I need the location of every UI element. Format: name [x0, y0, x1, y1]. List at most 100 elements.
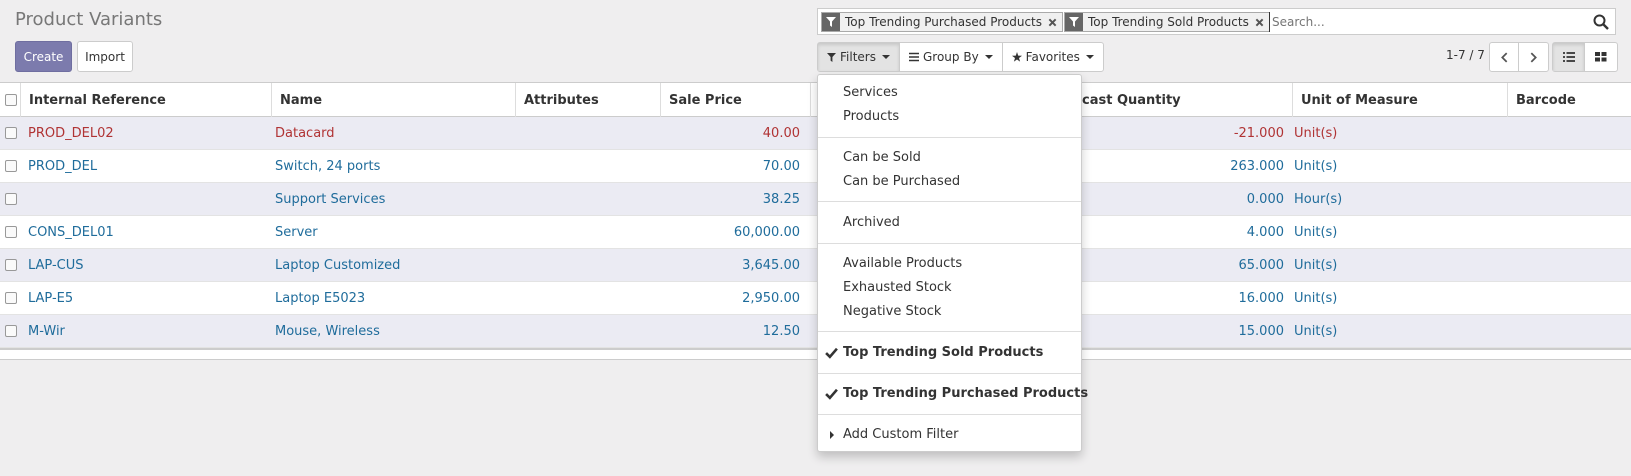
next-page-button[interactable]: [1519, 43, 1548, 71]
separator: [818, 373, 1081, 374]
cell-forecast-quantity: 4.000: [1246, 225, 1284, 240]
filters-label: Filters: [840, 50, 876, 64]
view-switcher: [1552, 42, 1618, 72]
column-internal-reference[interactable]: Internal Reference: [20, 83, 271, 118]
table-footer: [0, 348, 1631, 360]
remove-facet-icon[interactable]: [1046, 16, 1059, 29]
cell-unit-of-measure: Hour(s): [1294, 192, 1343, 207]
favorites-button[interactable]: Favorites: [1003, 43, 1103, 71]
filter-can-be-sold[interactable]: Can be Sold: [843, 150, 921, 165]
cell-name: Support Services: [275, 192, 386, 207]
cell-sale-price: 12.50: [762, 324, 800, 339]
filter-top-trending-sold[interactable]: Top Trending Sold Products: [825, 345, 1044, 360]
row-checkbox[interactable]: [5, 292, 17, 304]
previous-page-button[interactable]: [1490, 43, 1519, 71]
row-checkbox[interactable]: [5, 160, 17, 172]
column-attributes[interactable]: Attributes: [515, 83, 660, 118]
table-row[interactable]: LAP-CUS Laptop Customized 3,645.00 65.00…: [0, 249, 1631, 282]
cell-forecast-quantity: -21.000: [1233, 126, 1284, 141]
cell-internal-reference: M-Wir: [28, 324, 65, 339]
filter-label: Top Trending Purchased Products: [843, 386, 1089, 401]
table-row[interactable]: LAP-E5 Laptop E5023 2,950.00 16.000 Unit…: [0, 282, 1631, 315]
page-title: Product Variants: [15, 9, 163, 30]
cell-sale-price: 2,950.00: [742, 291, 800, 306]
cell-unit-of-measure: Unit(s): [1294, 159, 1338, 174]
add-custom-filter-label: Add Custom Filter: [843, 427, 959, 442]
cell-internal-reference: LAP-E5: [28, 291, 74, 306]
row-checkbox[interactable]: [5, 127, 17, 139]
chevron-right-icon: [1530, 52, 1537, 62]
cell-name: Mouse, Wireless: [275, 324, 380, 339]
list-view-button[interactable]: [1553, 43, 1585, 71]
add-custom-filter[interactable]: Add Custom Filter: [830, 427, 959, 442]
cell-unit-of-measure: Unit(s): [1294, 291, 1338, 306]
remove-facet-icon[interactable]: [1253, 16, 1266, 29]
caret-right-icon: [830, 431, 834, 439]
cell-internal-reference: CONS_DEL01: [28, 225, 114, 240]
filter-products[interactable]: Products: [843, 109, 900, 124]
cell-unit-of-measure: Unit(s): [1294, 126, 1338, 141]
column-sale-price[interactable]: Sale Price: [660, 83, 810, 118]
caret-down-icon: [881, 55, 890, 59]
facet-label: Top Trending Purchased Products: [845, 15, 1043, 29]
column-forecast-quantity[interactable]: cast Quantity: [1082, 93, 1181, 108]
facet-label: Top Trending Sold Products: [1088, 15, 1249, 29]
filter-exhausted-stock[interactable]: Exhausted Stock: [843, 280, 952, 295]
import-button[interactable]: Import: [77, 41, 133, 72]
pager-value[interactable]: 1-7 / 7: [1446, 48, 1485, 62]
cell-name: Datacard: [275, 126, 335, 141]
column-unit-of-measure[interactable]: Unit of Measure: [1292, 83, 1507, 118]
filter-icon: [827, 52, 836, 62]
filter-archived[interactable]: Archived: [843, 215, 900, 230]
select-all-checkbox[interactable]: [5, 94, 17, 106]
filter-available-products[interactable]: Available Products: [843, 256, 963, 271]
cell-unit-of-measure: Unit(s): [1294, 258, 1338, 273]
separator: [818, 201, 1081, 202]
table-row[interactable]: Support Services 38.25 0.000 Hour(s): [0, 183, 1631, 216]
filters-button[interactable]: Filters: [818, 43, 900, 71]
cell-internal-reference: LAP-CUS: [28, 258, 84, 273]
favorites-label: Favorites: [1025, 50, 1080, 64]
group-by-button[interactable]: Group By: [900, 43, 1003, 71]
cell-sale-price: 38.25: [762, 192, 800, 207]
caret-down-icon: [1085, 55, 1094, 59]
filter-label: Top Trending Sold Products: [843, 345, 1044, 360]
table-row[interactable]: M-Wir Mouse, Wireless 12.50 15.000 Unit(…: [0, 315, 1631, 348]
separator: [818, 414, 1081, 415]
search-bar: Top Trending Purchased Products Top Tren…: [817, 8, 1616, 35]
pager-buttons: [1489, 42, 1549, 72]
kanban-view-button[interactable]: [1585, 43, 1617, 71]
search-facet-purchased: Top Trending Purchased Products: [821, 12, 1064, 32]
column-barcode[interactable]: Barcode: [1507, 83, 1631, 118]
create-button[interactable]: Create: [15, 41, 72, 72]
cell-forecast-quantity: 65.000: [1238, 258, 1285, 273]
table-row[interactable]: CONS_DEL01 Server 60,000.00 4.000 Unit(s…: [0, 216, 1631, 249]
row-checkbox[interactable]: [5, 193, 17, 205]
cell-forecast-quantity: 0.000: [1246, 192, 1284, 207]
row-checkbox[interactable]: [5, 259, 17, 271]
separator: [818, 243, 1081, 244]
filters-dropdown: Services Products Can be Sold Can be Pur…: [817, 74, 1088, 452]
cell-sale-price: 70.00: [762, 159, 800, 174]
cell-name: Laptop E5023: [275, 291, 366, 306]
filter-negative-stock[interactable]: Negative Stock: [843, 304, 942, 319]
cell-sale-price: 3,645.00: [742, 258, 800, 273]
check-icon: [825, 347, 838, 359]
row-checkbox[interactable]: [5, 226, 17, 238]
kanban-view-icon: [1595, 52, 1607, 62]
search-input[interactable]: [1269, 12, 1589, 32]
filter-services[interactable]: Services: [843, 85, 898, 100]
cell-unit-of-measure: Unit(s): [1294, 324, 1338, 339]
filter-top-trending-purchased[interactable]: Top Trending Purchased Products: [825, 386, 1089, 401]
cell-forecast-quantity: 263.000: [1230, 159, 1284, 174]
row-checkbox[interactable]: [5, 325, 17, 337]
chevron-left-icon: [1500, 52, 1507, 62]
list-icon: [908, 52, 919, 62]
table-row[interactable]: PROD_DEL Switch, 24 ports 70.00 263.000 …: [0, 150, 1631, 183]
search-icon[interactable]: [1593, 14, 1609, 30]
filter-can-be-purchased[interactable]: Can be Purchased: [843, 174, 961, 189]
table-row[interactable]: PROD_DEL02 Datacard 40.00 -21.000 Unit(s…: [0, 117, 1631, 150]
cell-forecast-quantity: 16.000: [1238, 291, 1285, 306]
column-name[interactable]: Name: [271, 83, 515, 118]
caret-down-icon: [984, 55, 993, 59]
